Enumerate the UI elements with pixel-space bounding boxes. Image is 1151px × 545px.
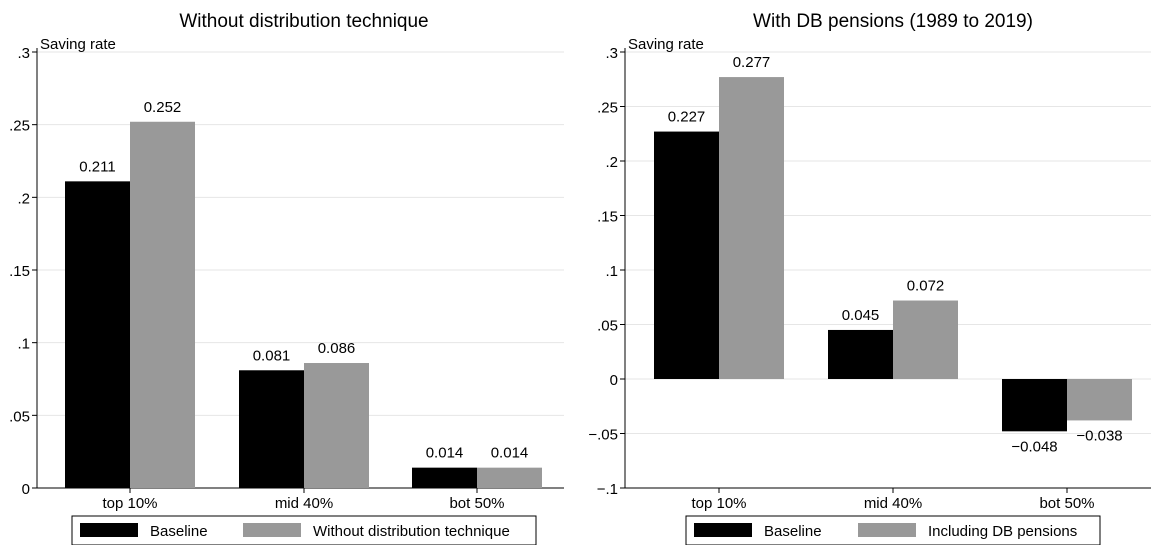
y-tick-label: −.1 (597, 481, 618, 498)
data-label: 0.045 (842, 307, 880, 324)
bar-baseline (412, 467, 477, 488)
legend-key (694, 523, 752, 537)
y-tick-label: .25 (9, 118, 30, 135)
y-tick-label: .15 (9, 263, 30, 280)
x-tick-label: top 10% (691, 495, 746, 512)
y-tick-label: −.05 (588, 427, 618, 444)
chart-title: With DB pensions (1989 to 2019) (753, 11, 1033, 32)
legend-label: Baseline (150, 523, 208, 540)
x-tick-label: bot 50% (1039, 495, 1094, 512)
data-label: 0.081 (253, 347, 291, 364)
legend-label: Without distribution technique (313, 523, 510, 540)
legend-key (80, 523, 138, 537)
bar-alternative (1067, 379, 1132, 421)
data-label: 0.072 (907, 278, 945, 295)
y-tick-label: .1 (17, 336, 30, 353)
bar-alternative (477, 467, 542, 488)
y-tick-label: .15 (597, 209, 618, 226)
data-label: 0.252 (144, 99, 182, 116)
x-tick-label: top 10% (102, 495, 157, 512)
y-tick-label: 0 (610, 372, 618, 389)
legend-box (71, 515, 537, 545)
legend-key (858, 523, 916, 537)
legend-label: Baseline (764, 523, 822, 540)
bar-alternative (719, 77, 784, 379)
data-label: 0.277 (733, 54, 771, 71)
bar-alternative (304, 363, 369, 488)
y-tick-label: .3 (17, 45, 30, 62)
y-tick-label: .3 (605, 45, 618, 62)
bar-baseline (239, 370, 304, 488)
bar-alternative (893, 300, 958, 379)
bar-baseline (1002, 379, 1067, 432)
data-label: 0.014 (491, 445, 529, 462)
y-tick-label: .2 (17, 190, 30, 207)
x-tick-label: mid 40% (864, 495, 922, 512)
legend-label: Including DB pensions (928, 523, 1077, 540)
y-tick-label: .25 (597, 100, 618, 117)
y-axis-label: Saving rate (628, 36, 704, 53)
chart-title: Without distribution technique (179, 11, 428, 32)
y-tick-label: .05 (9, 408, 30, 425)
x-tick-label: bot 50% (449, 495, 504, 512)
bar-baseline (65, 181, 130, 488)
data-label: −0.048 (1011, 438, 1057, 455)
y-tick-label: .2 (605, 154, 618, 171)
legend-key (243, 523, 301, 537)
y-tick-label: .05 (597, 318, 618, 335)
y-tick-label: .1 (605, 263, 618, 280)
bar-alternative (130, 121, 195, 488)
data-label: 0.211 (79, 158, 115, 175)
bar-baseline (828, 329, 893, 379)
data-label: −0.038 (1076, 427, 1122, 444)
bar-baseline (654, 131, 719, 379)
y-tick-label: 0 (22, 481, 30, 498)
x-tick-label: mid 40% (275, 495, 333, 512)
data-label: 0.086 (318, 340, 356, 357)
data-label: 0.014 (426, 445, 464, 462)
y-axis-label: Saving rate (40, 36, 116, 53)
data-label: 0.227 (668, 109, 706, 126)
